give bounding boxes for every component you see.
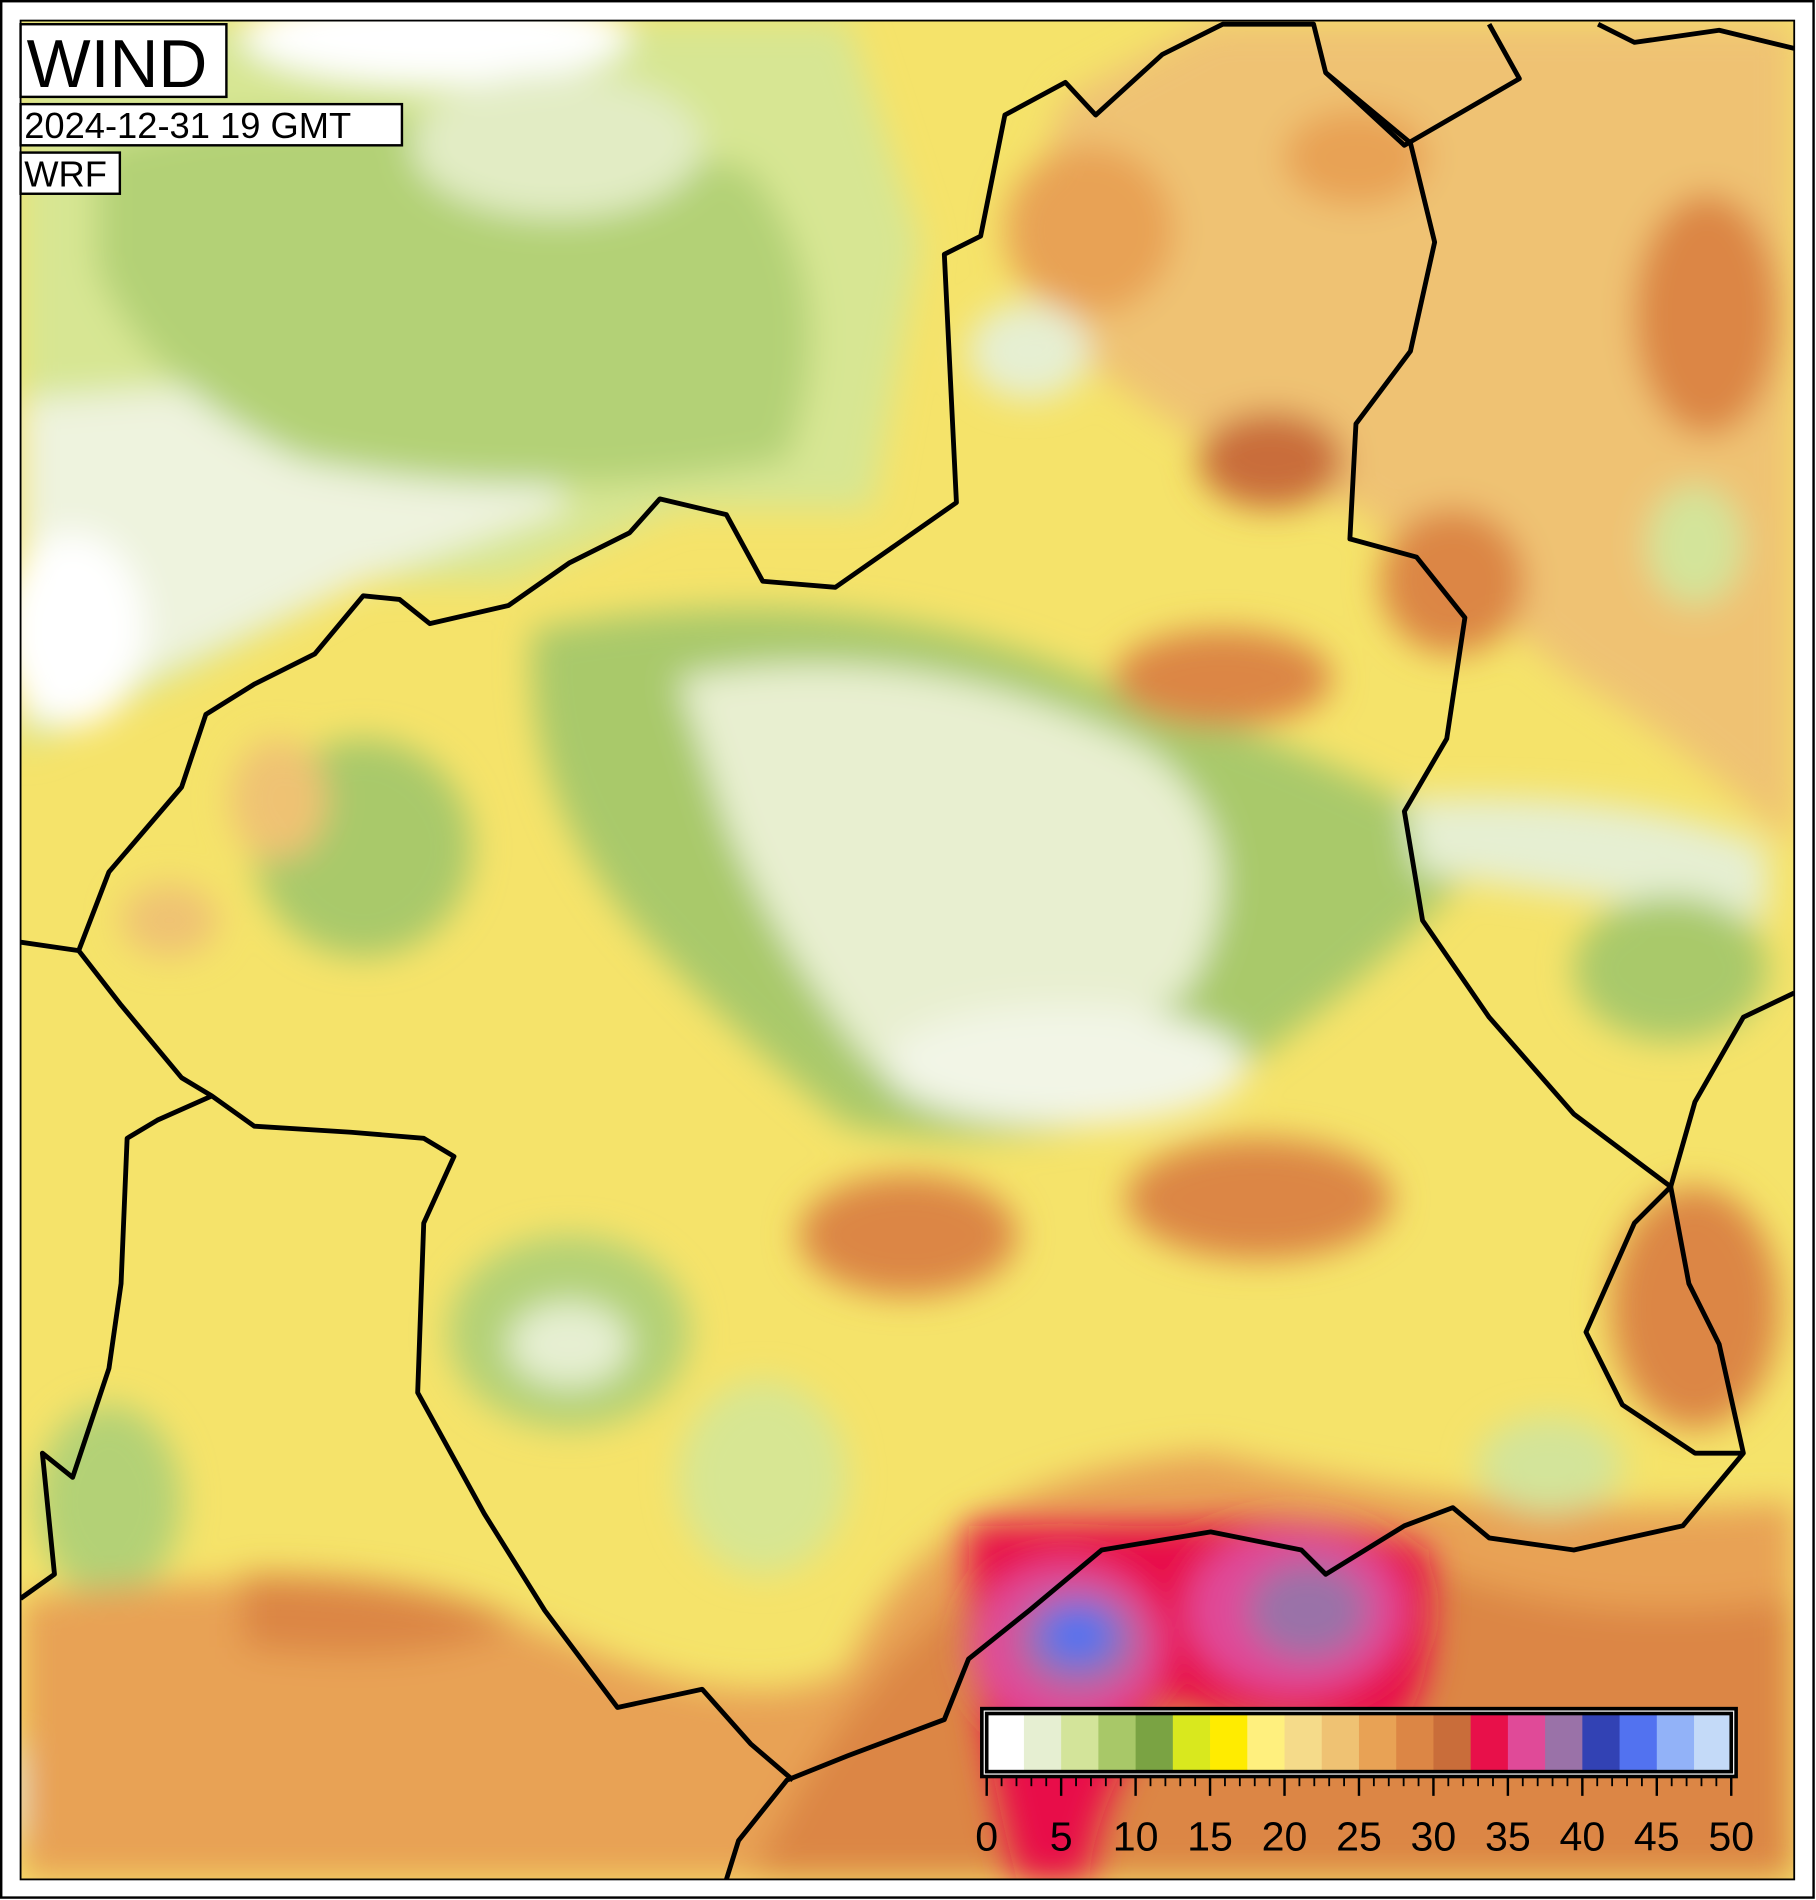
tick-label: 25 [1336, 1813, 1382, 1859]
color-swatch [1172, 1713, 1211, 1772]
title: WIND [27, 27, 208, 102]
color-swatch [1210, 1713, 1248, 1772]
color-swatch [1470, 1713, 1509, 1772]
borders [20, 21, 1795, 1880]
map-frame [19, 19, 1796, 1881]
color-swatch [1507, 1713, 1546, 1772]
color-swatch [1694, 1713, 1732, 1772]
tick-label: 40 [1559, 1813, 1605, 1859]
colorbar-border [984, 1711, 1734, 1774]
color-swatch [1247, 1713, 1286, 1772]
tick-label: 35 [1485, 1813, 1531, 1859]
color-swatch [1098, 1713, 1137, 1772]
color-swatch [1656, 1713, 1695, 1772]
color-swatch [1284, 1713, 1323, 1772]
tick-label: 20 [1262, 1813, 1308, 1859]
color-swatch [986, 1713, 1025, 1772]
tick-label: 10 [1113, 1813, 1159, 1859]
model-name: WRF [24, 153, 107, 194]
color-swatch [1433, 1713, 1472, 1772]
color-swatch [1135, 1713, 1174, 1772]
color-swatch [1396, 1713, 1435, 1772]
time-box [19, 102, 404, 147]
colorbar: 0 5 10 15 20 25 30 35 40 45 50 [975, 1706, 1754, 1859]
color-swatch [1545, 1713, 1583, 1772]
color-swatch [1321, 1713, 1360, 1772]
tick-label: 30 [1411, 1813, 1457, 1859]
tick-label: 45 [1634, 1813, 1680, 1859]
color-swatch [1358, 1713, 1397, 1772]
wind-field [20, 20, 1795, 1880]
tick-label: 5 [1050, 1813, 1073, 1859]
color-swatch [1619, 1713, 1658, 1772]
title-box [19, 23, 228, 99]
tick-label: 50 [1708, 1813, 1754, 1859]
valid-time: 2024-12-31 19 GMT [24, 105, 351, 146]
tick-label: 0 [975, 1813, 998, 1859]
color-swatch [1061, 1713, 1099, 1772]
model-box [19, 151, 122, 195]
color-swatch [1582, 1713, 1621, 1772]
tick-label: 15 [1187, 1813, 1233, 1859]
color-swatch [1023, 1713, 1062, 1772]
